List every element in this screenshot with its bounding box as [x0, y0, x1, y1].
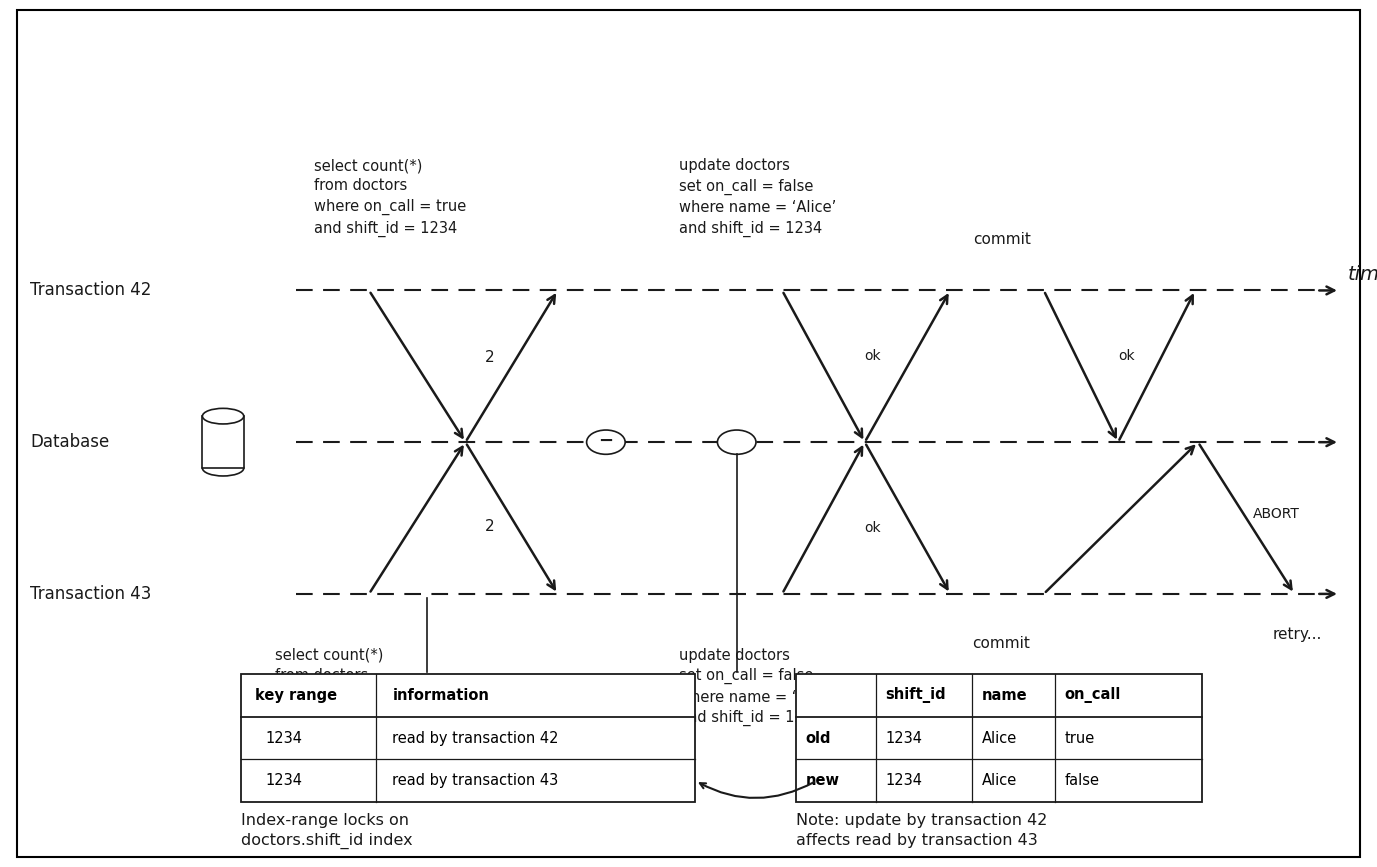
Text: new: new [806, 773, 840, 788]
Ellipse shape [202, 408, 244, 424]
Text: update doctors
set on_call = false
where name = ‘Bob’
and shift_id = 1234: update doctors set on_call = false where… [679, 648, 829, 727]
Text: 2: 2 [485, 519, 494, 534]
Text: Note: update by transaction 42
affects read by transaction 43: Note: update by transaction 42 affects r… [796, 813, 1048, 848]
Text: name: name [982, 688, 1027, 703]
Text: −: − [599, 433, 613, 450]
Text: read by transaction 42: read by transaction 42 [392, 731, 559, 746]
FancyBboxPatch shape [241, 674, 695, 802]
Text: Transaction 43: Transaction 43 [30, 585, 151, 603]
Text: update doctors
set on_call = false
where name = ‘Alice’
and shift_id = 1234: update doctors set on_call = false where… [679, 158, 836, 237]
Text: 1234: 1234 [266, 731, 303, 746]
Text: select count(*)
from doctors
where on_call = true
and shift_id = 1234: select count(*) from doctors where on_ca… [275, 648, 428, 727]
Text: false: false [1064, 773, 1099, 788]
Text: ok: ok [1118, 349, 1135, 363]
Text: key range: key range [255, 688, 337, 703]
Text: Database: Database [30, 434, 110, 451]
Text: commit: commit [974, 232, 1031, 247]
Text: 2: 2 [485, 350, 494, 365]
Text: 1234: 1234 [885, 773, 923, 788]
Ellipse shape [202, 460, 244, 476]
Text: time: time [1348, 265, 1377, 284]
Text: commit: commit [972, 636, 1030, 650]
Text: old: old [806, 731, 832, 746]
FancyBboxPatch shape [796, 674, 1202, 802]
Text: Transaction 42: Transaction 42 [30, 282, 151, 299]
FancyBboxPatch shape [17, 10, 1360, 857]
Text: true: true [1064, 731, 1095, 746]
Bar [202, 416, 244, 468]
Circle shape [717, 430, 756, 454]
Text: 1234: 1234 [885, 731, 923, 746]
Circle shape [587, 430, 625, 454]
Text: shift_id: shift_id [885, 688, 946, 703]
Text: on_call: on_call [1064, 688, 1121, 703]
Text: select count(*)
from doctors
where on_call = true
and shift_id = 1234: select count(*) from doctors where on_ca… [314, 158, 467, 237]
Text: information: information [392, 688, 489, 703]
Text: ABORT: ABORT [1253, 506, 1300, 521]
Text: retry...: retry... [1272, 627, 1322, 642]
Text: Index-range locks on
doctors.shift_id index: Index-range locks on doctors.shift_id in… [241, 813, 413, 850]
Text: ok: ok [865, 349, 881, 363]
Text: 1234: 1234 [266, 773, 303, 788]
Text: Alice: Alice [982, 773, 1018, 788]
Text: ok: ok [865, 521, 881, 536]
Text: Alice: Alice [982, 731, 1018, 746]
Text: read by transaction 43: read by transaction 43 [392, 773, 559, 788]
